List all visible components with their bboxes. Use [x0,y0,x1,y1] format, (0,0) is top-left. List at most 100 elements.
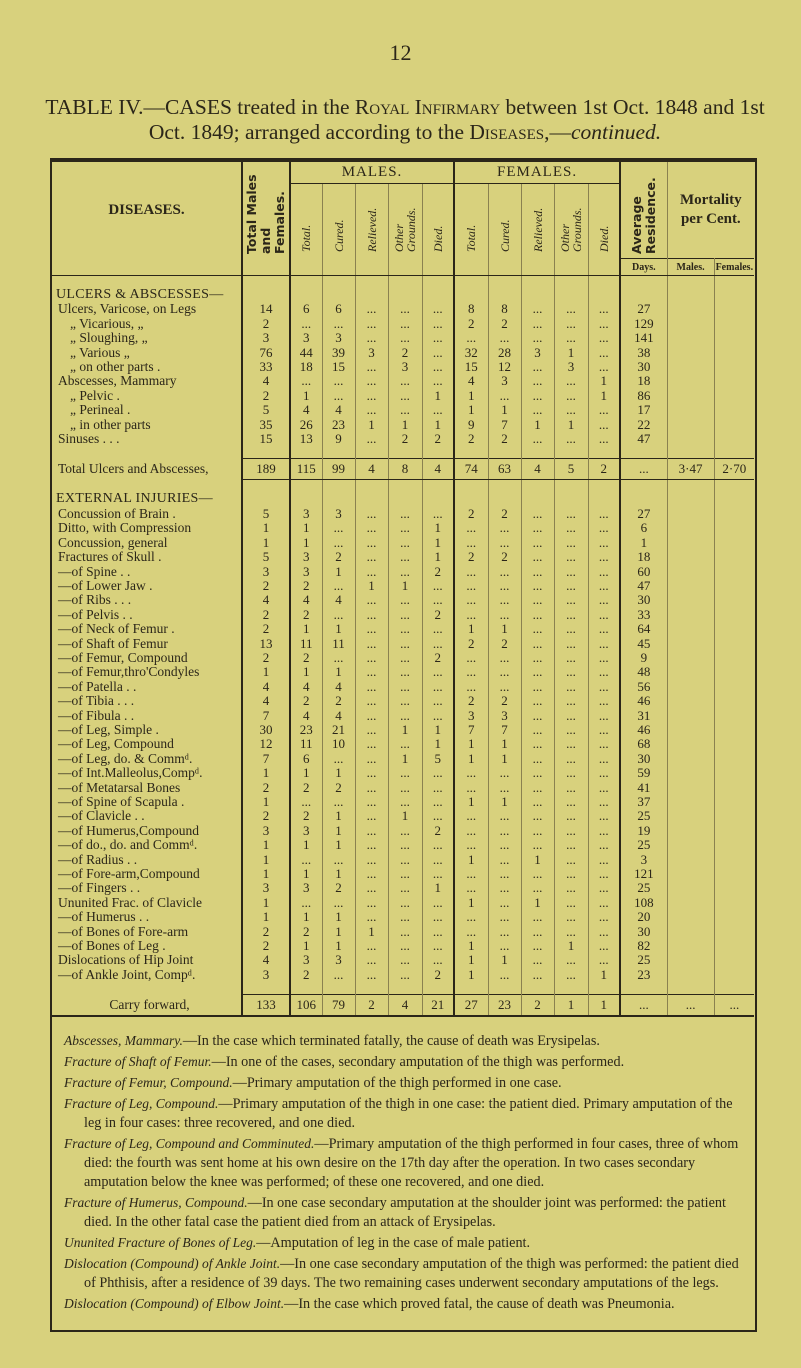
row-cell: 1 [488,403,522,418]
row-cell: ... [388,302,423,317]
row-cell: 7 [454,722,489,738]
row-cell: 15 [454,360,489,375]
row-cell [667,535,715,551]
row-cell: ... [355,939,389,954]
row-cell: ... [422,708,456,723]
spacer-cell [290,479,323,493]
row-cell: 12 [488,360,522,375]
row-cell: ... [388,910,423,925]
row-cell: ... [422,593,456,608]
row-cell: 17 [620,403,668,418]
table-row: —of Tibia . . . 4 2 2......... 2 2......... 46 [52,694,754,709]
row-label: „ Sloughing, „ [52,331,243,346]
row-cell: 13 [242,636,291,651]
spacer-cell [322,479,356,493]
row-cell: 1 [388,722,423,738]
header-diseases: DISEASES. [52,162,243,259]
row-cell: 1 [488,622,522,637]
spacer-cell [521,479,555,493]
header-spacer [355,258,389,276]
header-sub-label: Died. [596,225,611,252]
row-cell: ... [554,374,589,389]
row-cell: 25 [620,953,668,968]
row-cell: ... [355,795,389,810]
title-part3: ,— [544,120,571,144]
row-cell: 2 [322,780,356,795]
row-cell: 5 [242,550,291,565]
row-cell [667,708,715,723]
header-sub-label: Relieved. [530,207,545,252]
row-cell: 2 [290,924,323,940]
row-cell: ... [554,722,589,738]
row-cell: ... [388,506,423,522]
row-cell: ... [521,939,555,954]
row-cell: ... [422,924,456,940]
footnote-lead: Fracture of Leg, Compound. [64,1096,219,1112]
row-cell: 6 [322,302,356,317]
row-cell: ... [488,809,522,824]
table-row: —of Shaft of Femur 13 11 11......... 2 2.....… [52,636,754,651]
row-cell: ... [488,910,522,925]
spacer-cell [620,982,668,995]
spacer-cell [422,982,456,995]
row-cell: ... [521,636,555,651]
footnote: Fracture of Humerus, Compound.—In one ca… [64,1193,747,1232]
table-row: —of Leg, do. & Commᵈ. 7 6...... 1 5 1 1.......… [52,751,754,767]
row-label: Sinuses . . . [52,432,243,447]
total-cell: 4 [388,994,423,1018]
row-cell: ... [588,852,622,868]
row-cell: 2 [454,550,489,565]
row-cell: 2 [322,694,356,709]
header-spacer [554,258,589,276]
header-spacer [388,258,423,276]
row-cell: ... [588,521,622,536]
row-label: —of Bones of Leg . [52,939,243,954]
row-cell: 48 [620,665,668,680]
table-row: —of Femur, Compound 2 2......... 2.........… [52,650,754,666]
footnote: Fracture of Shaft of Femur.—In one of th… [64,1052,747,1072]
row-cell: 3 [554,360,589,375]
table-row: —of Femur,thro'Condyles 1 1 1..............… [52,665,754,680]
row-cell: 2 [290,967,323,983]
row-cell: 1 [322,766,356,781]
row-cell [714,521,754,535]
row-cell: 23 [620,967,668,983]
row-cell [714,665,754,679]
empty-cell [290,288,323,303]
row-cell: ... [554,521,589,536]
table-row: —of Patella . . 4 4 4......................… [52,679,754,695]
row-cell: ... [355,388,389,404]
row-label: „ Perineal . [52,403,243,418]
total-cell: 27 [454,994,489,1018]
row-cell: ... [554,795,589,810]
spacer-cell [355,479,389,493]
row-cell: 1 [355,417,389,433]
row-label: Dislocations of Hip Joint [52,953,243,968]
row-cell: 23 [322,417,356,433]
row-cell: ... [588,432,622,447]
row-cell: ... [422,331,456,346]
spacer-cell [422,479,456,493]
spacer-cell [242,275,291,288]
row-cell: ... [588,302,622,317]
row-cell: ... [388,679,423,695]
row-cell: ... [388,694,423,709]
footnote-lead: Fracture of Femur, Compound. [64,1075,233,1091]
row-cell: ... [290,852,323,868]
row-cell: ... [588,578,622,594]
row-cell: ... [388,852,423,868]
row-cell: ... [388,924,423,940]
row-cell [667,388,715,404]
row-cell [714,881,754,895]
row-cell: 3 [290,823,323,839]
row-cell: ... [588,910,622,925]
row-cell: ... [355,881,389,896]
row-cell [667,895,715,911]
row-cell: 3 [242,967,291,983]
spacer-cell [521,446,555,459]
empty-cell [322,288,356,303]
row-cell: ... [588,607,622,623]
row-cell: 1 [422,388,456,404]
row-cell: 2 [454,316,489,332]
row-cell: ... [422,809,456,824]
